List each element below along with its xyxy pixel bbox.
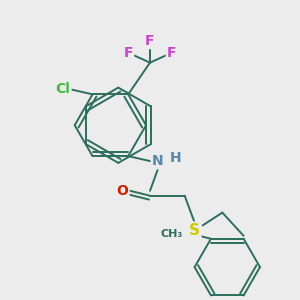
Text: F: F: [145, 34, 155, 48]
Text: Cl: Cl: [56, 82, 70, 96]
Text: F: F: [167, 46, 176, 60]
Text: S: S: [189, 223, 200, 238]
Text: F: F: [124, 46, 133, 60]
Text: CH₃: CH₃: [161, 229, 183, 239]
Text: H: H: [170, 151, 182, 165]
Text: N: N: [152, 154, 164, 168]
Text: O: O: [116, 184, 128, 198]
